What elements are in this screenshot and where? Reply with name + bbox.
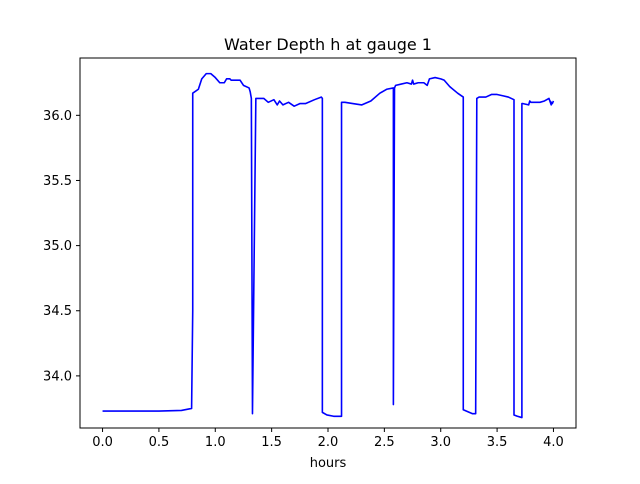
series-line	[102, 72, 555, 419]
series-group	[102, 72, 555, 419]
x-tick-label: 3.0	[430, 435, 451, 450]
x-axis-ticks: 0.0 0.5 1.0 1.5 2.0 2.5 3.0 3.5 4.0	[92, 428, 564, 450]
chart-title: Water Depth h at gauge 1	[224, 35, 432, 54]
x-tick-label: 2.5	[374, 435, 395, 450]
y-tick-label: 34.0	[43, 369, 72, 384]
y-axis-ticks: 34.0 34.5 35.0 35.5 36.0	[43, 109, 80, 384]
x-tick-label: 0.0	[92, 435, 113, 450]
x-tick-label: 0.5	[149, 435, 170, 450]
y-tick-label: 35.0	[43, 239, 72, 254]
x-tick-label: 2.0	[318, 435, 339, 450]
y-tick-label: 36.0	[43, 109, 72, 124]
x-axis-label: hours	[310, 456, 347, 471]
plot-area: 0.0 0.5 1.0 1.5 2.0 2.5 3.0 3.5 4.0 34.0 34.5 35.0…	[43, 57, 577, 450]
x-tick-label: 1.0	[205, 435, 226, 450]
x-tick-label: 1.5	[261, 435, 282, 450]
x-tick-label: 3.5	[487, 435, 508, 450]
x-tick-label: 4.0	[543, 435, 564, 450]
y-tick-label: 35.5	[43, 174, 72, 189]
y-tick-label: 34.5	[43, 304, 72, 319]
